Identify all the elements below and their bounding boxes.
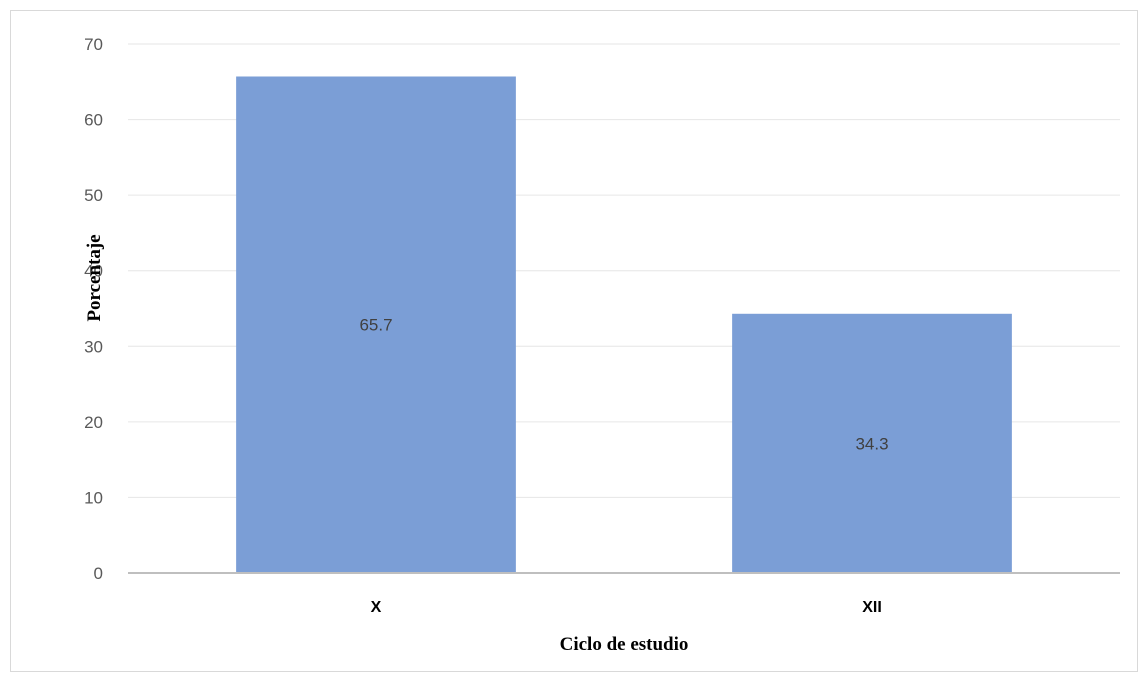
data-label: 65.7 — [359, 316, 392, 335]
y-axis-title: Porcentaje — [84, 234, 105, 321]
y-tick-label: 50 — [84, 186, 103, 205]
y-tick-label: 60 — [84, 111, 103, 130]
x-category-label: X — [371, 599, 382, 616]
data-labels: 65.7 34.3 — [359, 316, 888, 454]
y-tick-label: 10 — [84, 488, 103, 507]
x-axis-title: Ciclo de estudio — [560, 634, 689, 655]
y-tick-label: 0 — [94, 564, 103, 583]
bars — [236, 76, 1012, 573]
y-tick-label: 20 — [84, 413, 103, 432]
bar-xii — [732, 313, 1012, 573]
x-category-label: XII — [862, 599, 882, 616]
data-label: 34.3 — [855, 434, 888, 453]
y-tick-label: 70 — [84, 35, 103, 54]
y-tick-label: 40 — [84, 262, 103, 281]
y-tick-label: 30 — [84, 337, 103, 356]
x-axis-categories: X XII — [371, 599, 882, 616]
y-axis-ticks: 0 10 20 30 40 50 60 70 — [84, 35, 103, 583]
bar-x — [236, 76, 516, 573]
